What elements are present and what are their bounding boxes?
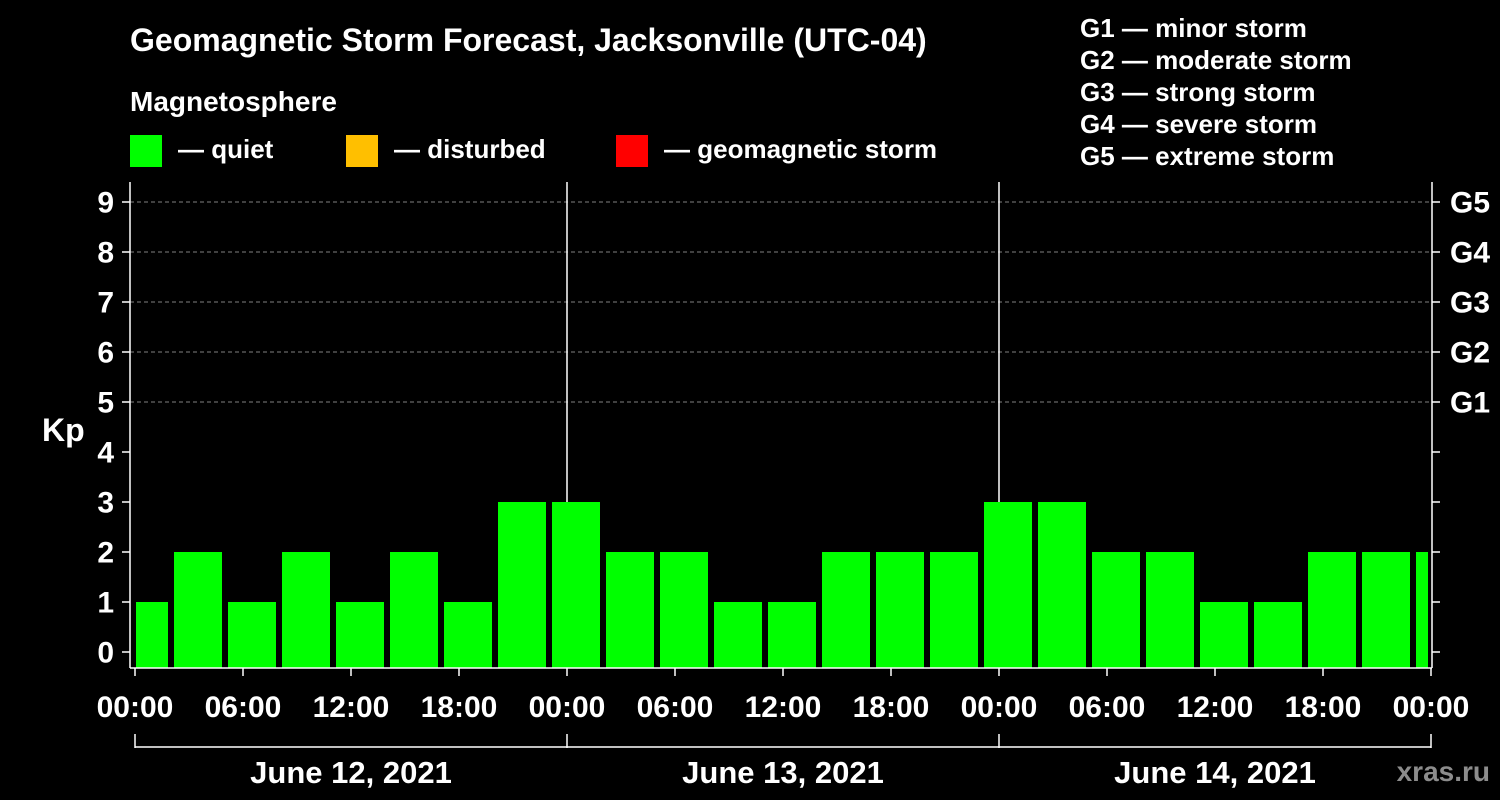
y-tick-label: 0 bbox=[97, 637, 114, 670]
kp-bar bbox=[552, 502, 600, 668]
x-tick-label: 06:00 bbox=[637, 691, 714, 724]
y-tick-label: 4 bbox=[97, 437, 114, 470]
legend-label-disturbed: — disturbed bbox=[394, 134, 546, 164]
y-tick-label: 6 bbox=[97, 337, 114, 370]
kp-bar bbox=[336, 602, 384, 668]
kp-bar bbox=[444, 602, 492, 668]
x-tick-label: 12:00 bbox=[745, 691, 822, 724]
kp-bar bbox=[498, 502, 546, 668]
legend-label-quiet: — quiet bbox=[178, 134, 274, 164]
kp-bars bbox=[136, 502, 1428, 668]
x-tick-label: 00:00 bbox=[97, 691, 174, 724]
kp-bar bbox=[930, 552, 978, 668]
kp-bar bbox=[136, 602, 168, 668]
kp-bar bbox=[1038, 502, 1086, 668]
kp-bar bbox=[1254, 602, 1302, 668]
kp-bar bbox=[1092, 552, 1140, 668]
kp-bar bbox=[768, 602, 816, 668]
kp-bar bbox=[174, 552, 222, 668]
y-tick-label: 2 bbox=[97, 537, 114, 570]
kp-bar bbox=[390, 552, 438, 668]
date-label: June 12, 2021 bbox=[250, 755, 452, 790]
legend-swatch-storm bbox=[616, 135, 648, 167]
storm-scale-g2: G2 — moderate storm bbox=[1080, 45, 1352, 75]
gridlines bbox=[130, 201, 1432, 403]
x-tick-label: 00:00 bbox=[529, 691, 606, 724]
kp-bar bbox=[606, 552, 654, 668]
kp-bar bbox=[282, 552, 330, 668]
kp-bar bbox=[984, 502, 1032, 668]
x-tick-label: 06:00 bbox=[205, 691, 282, 724]
chart-title: Geomagnetic Storm Forecast, Jacksonville… bbox=[130, 22, 927, 58]
storm-scale-g3: G3 — strong storm bbox=[1080, 77, 1315, 107]
status-legend: — quiet — disturbed — geomagnetic storm bbox=[130, 134, 937, 167]
y-tick-label: 5 bbox=[97, 387, 114, 420]
kp-bar bbox=[1362, 552, 1410, 668]
kp-bar bbox=[660, 552, 708, 668]
storm-scale-legend: G1 — minor storm G2 — moderate storm G3 … bbox=[1080, 13, 1352, 171]
y-tick-label: 8 bbox=[97, 237, 114, 270]
y-tick-label: 3 bbox=[97, 487, 114, 520]
kp-bar bbox=[1146, 552, 1194, 668]
y-tick-label: 1 bbox=[97, 587, 114, 620]
x-tick-label: 18:00 bbox=[421, 691, 498, 724]
x-tick-label: 18:00 bbox=[1285, 691, 1362, 724]
date-axis: June 12, 2021 June 13, 2021 June 14, 2021 bbox=[134, 734, 1432, 790]
g-level-label: G1 bbox=[1450, 387, 1490, 420]
storm-scale-g4: G4 — severe storm bbox=[1080, 109, 1317, 139]
kp-bar bbox=[1416, 552, 1428, 668]
x-tick-label: 06:00 bbox=[1069, 691, 1146, 724]
x-tick-label: 12:00 bbox=[313, 691, 390, 724]
kp-bar bbox=[228, 602, 276, 668]
watermark: xras.ru bbox=[1397, 756, 1490, 787]
legend-heading: Magnetosphere bbox=[130, 86, 337, 117]
date-label: June 13, 2021 bbox=[682, 755, 884, 790]
kp-bar bbox=[714, 602, 762, 668]
x-tick-label: 00:00 bbox=[961, 691, 1038, 724]
kp-bar bbox=[822, 552, 870, 668]
kp-bar bbox=[876, 552, 924, 668]
x-tick-label: 12:00 bbox=[1177, 691, 1254, 724]
x-tick-label: 18:00 bbox=[853, 691, 930, 724]
storm-scale-g1: G1 — minor storm bbox=[1080, 13, 1307, 43]
x-tick-label: 00:00 bbox=[1393, 691, 1470, 724]
y-tick-label: 7 bbox=[97, 287, 114, 320]
axis-ticks: 0 1 2 3 4 5 6 7 8 9 G1 G2 G3 G4 G5 00:00 06:00 12:00 18:00… bbox=[97, 187, 1491, 725]
date-label: June 14, 2021 bbox=[1114, 755, 1316, 790]
kp-bar bbox=[1308, 552, 1356, 668]
g-level-label: G5 bbox=[1450, 187, 1490, 220]
storm-scale-g5: G5 — extreme storm bbox=[1080, 141, 1334, 171]
y-tick-label: 9 bbox=[97, 187, 114, 220]
g-level-label: G3 bbox=[1450, 287, 1490, 320]
kp-bar bbox=[1200, 602, 1248, 668]
g-level-label: G4 bbox=[1450, 237, 1490, 270]
legend-swatch-disturbed bbox=[346, 135, 378, 167]
y-axis-label: Kp bbox=[42, 412, 85, 448]
legend-swatch-quiet bbox=[130, 135, 162, 167]
legend-label-storm: — geomagnetic storm bbox=[664, 134, 937, 164]
g-level-label: G2 bbox=[1450, 337, 1490, 370]
